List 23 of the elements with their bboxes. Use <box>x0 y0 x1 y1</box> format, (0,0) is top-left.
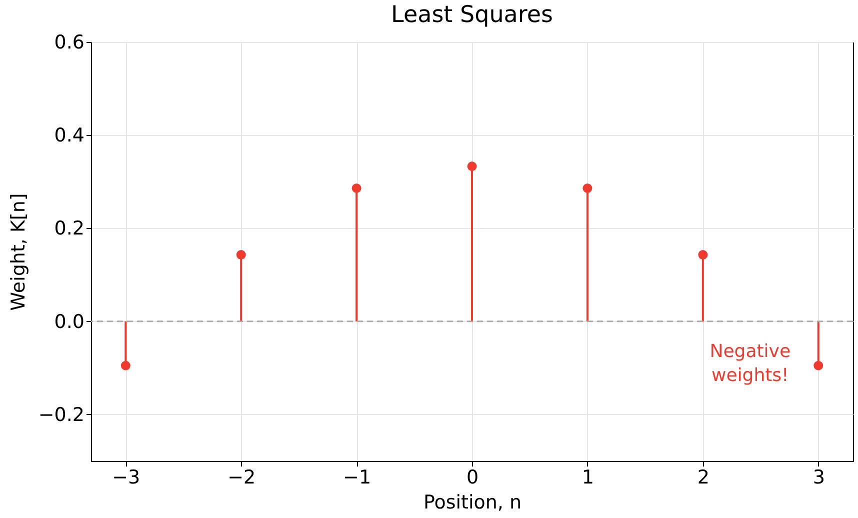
point <box>698 250 708 260</box>
x-tick-label: −2 <box>228 466 256 488</box>
x-axis-title: Position, n <box>423 492 522 514</box>
point <box>467 162 477 172</box>
x-tick-label: −3 <box>112 466 140 488</box>
x-tick-label: −1 <box>343 466 372 488</box>
point <box>236 250 246 260</box>
y-tick-label: 0.0 <box>54 310 84 333</box>
y-tick-label: 0.6 <box>54 32 84 54</box>
point <box>814 360 824 370</box>
x-tick-label: 3 <box>812 466 825 488</box>
x-tick-label: 0 <box>466 466 479 488</box>
annotation: Negative weights! <box>710 341 791 386</box>
y-axis-title: Weight, K[n] <box>7 193 30 311</box>
y-tick-label: 0.4 <box>54 124 84 147</box>
point <box>582 183 592 193</box>
x-tick-label: 1 <box>582 466 594 488</box>
point <box>352 183 362 193</box>
y-tick-label: −0.2 <box>38 404 84 426</box>
x-tick-label: 2 <box>697 466 710 488</box>
point <box>120 360 130 370</box>
chart-title: Least Squares <box>391 2 553 28</box>
y-tick-label: 0.2 <box>54 218 84 240</box>
